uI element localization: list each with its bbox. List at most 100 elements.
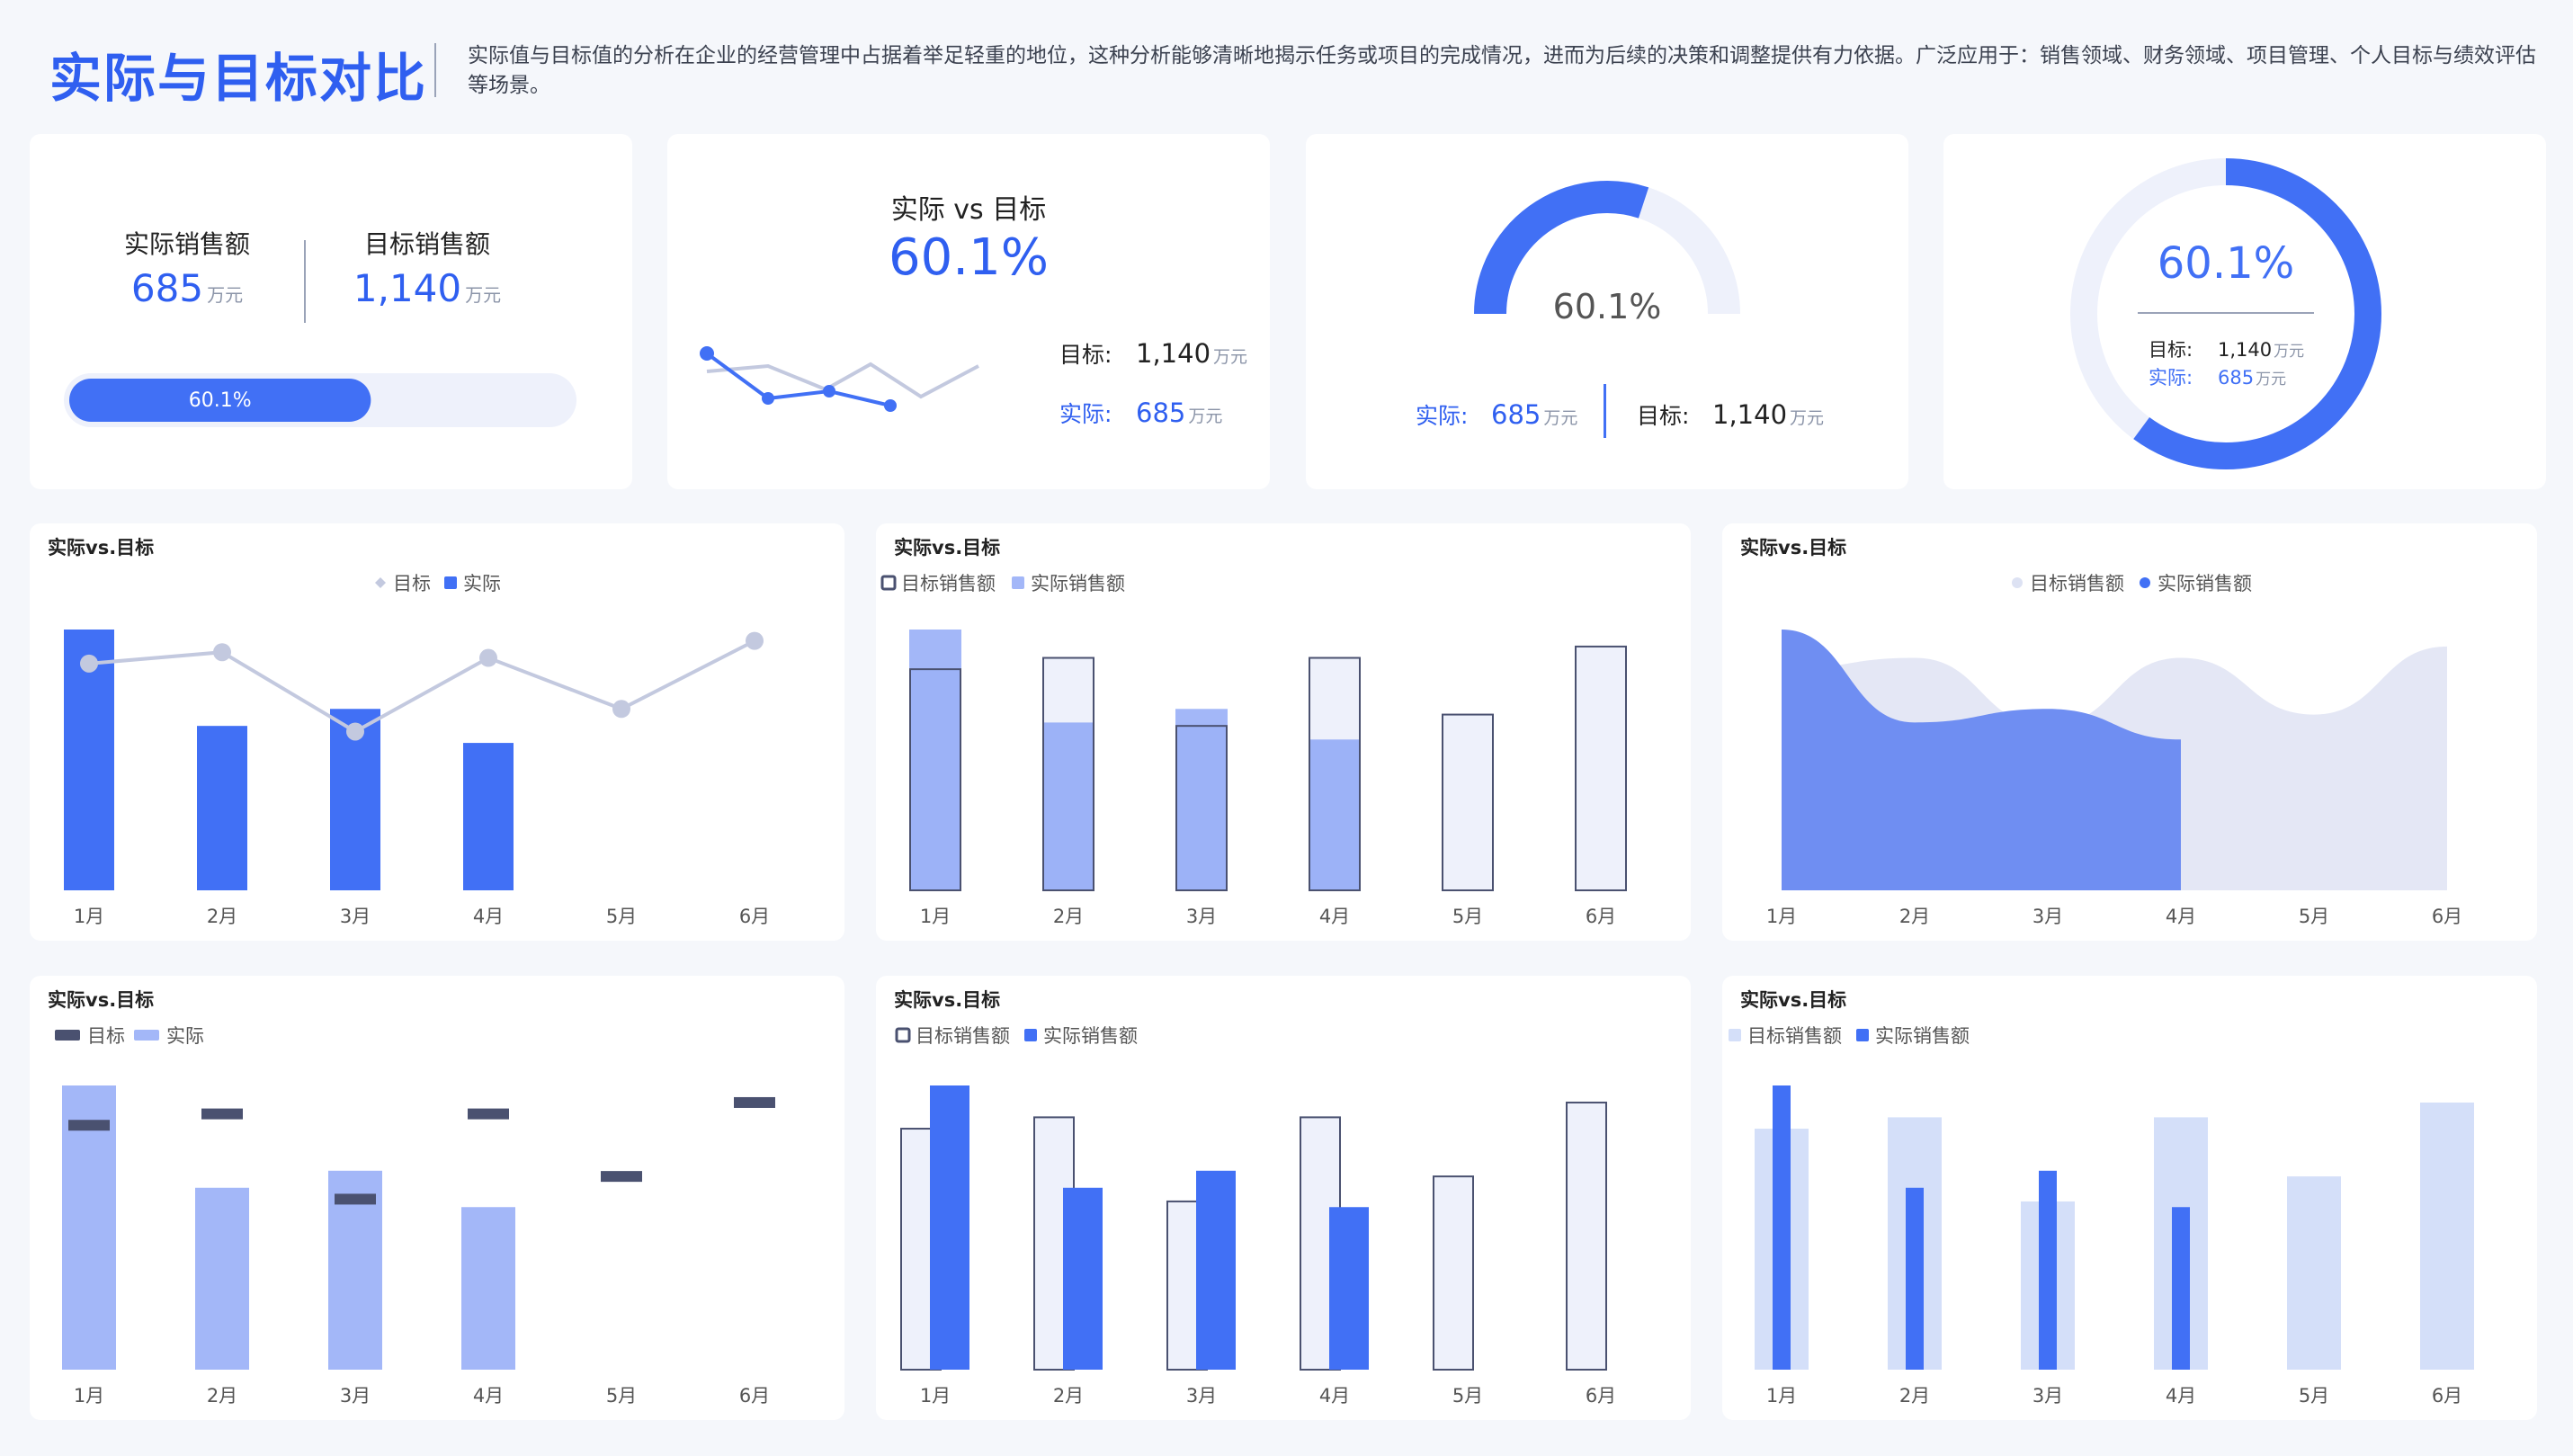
point-target	[213, 643, 231, 662]
legend-label: 实际销售额	[1875, 1025, 1970, 1047]
x-tick-label: 5月	[2299, 1385, 2329, 1407]
chart-card-grouped: 实际vs.目标 1月 2月 3月 4月 5月 6月 目标销售额 实际销售额	[876, 976, 1691, 1420]
bar-actual	[1310, 739, 1359, 889]
x-tick-label: 5月	[1452, 1385, 1483, 1407]
kpi4-target-unit: 万元	[2274, 343, 2304, 361]
legend-marker	[1729, 1029, 1741, 1041]
target-marker	[601, 1171, 642, 1183]
chart-title: 实际vs.目标	[48, 989, 154, 1011]
kpi2-actual-unit: 万元	[1188, 406, 1222, 426]
x-tick-label: 3月	[1186, 906, 1217, 927]
x-tick-label: 5月	[1452, 906, 1483, 927]
x-tick-label: 4月	[1319, 1385, 1350, 1407]
bar-actual	[197, 726, 247, 890]
x-tick-label: 1月	[1766, 906, 1797, 927]
kpi1-progress-fill	[69, 379, 371, 422]
x-tick-label: 4月	[1319, 906, 1350, 927]
kpi2-svg: 实际 vs 目标 60.1% 目标: 1,140 万元 实际: 685 万元	[700, 194, 1247, 428]
chart-grouped-bar: 实际vs.目标 1月 2月 3月 4月 5月 6月 目标销售额 实际销售额	[894, 989, 1616, 1407]
kpi2-actual-label: 实际:	[1059, 401, 1112, 427]
kpi2-target-unit: 万元	[1213, 347, 1247, 367]
bar-actual	[1906, 1187, 1924, 1370]
kpi1-actual-value: 685	[131, 266, 203, 310]
chart-card-overlay-bar: 实际vs.目标 1月 2月 3月 4月 5月 6月 目标销售额 实际销售额	[876, 523, 1691, 941]
target-marker	[68, 1120, 110, 1131]
x-tick-label: 1月	[74, 906, 104, 927]
chart-thin-bar: 实际vs.目标 1月 2月 3月 4月 5月 6月 目标销售额 实际销售额	[1729, 989, 2474, 1407]
x-tick-label: 3月	[1186, 1385, 1217, 1407]
kpi1-target-unit: 万元	[465, 284, 501, 306]
legend-label: 目标销售额	[901, 573, 996, 594]
x-tick-label: 2月	[1053, 906, 1084, 927]
chart-overlay-bar: 实际vs.目标 1月 2月 3月 4月 5月 6月 目标销售额 实际销售额	[880, 537, 1627, 927]
legend-marker	[134, 1030, 159, 1041]
kpi1-actual-label: 实际销售额	[124, 229, 250, 259]
bar-target	[1575, 645, 1627, 891]
kpi2-point	[823, 385, 835, 397]
bar-actual	[62, 1085, 116, 1370]
x-tick-label: 3月	[340, 1385, 371, 1407]
point-target	[346, 722, 364, 741]
x-tick-label: 6月	[1586, 906, 1616, 927]
kpi4-actual-unit: 万元	[2256, 371, 2286, 389]
bar-actual	[2172, 1207, 2190, 1370]
bar-actual	[1773, 1085, 1791, 1370]
point-target	[746, 631, 764, 650]
x-tick-label: 6月	[2432, 1385, 2462, 1407]
legend-label: 目标销售额	[2030, 573, 2124, 594]
point-target	[479, 648, 497, 667]
chart-title: 实际vs.目标	[1740, 989, 1846, 1011]
kpi1-actual-unit: 万元	[207, 284, 243, 306]
legend-label: 目标	[87, 1025, 125, 1047]
x-tick-label: 3月	[2032, 906, 2063, 927]
bar-actual	[463, 743, 514, 890]
x-tick-label: 5月	[2299, 906, 2329, 927]
chart-title: 实际vs.目标	[894, 537, 1000, 558]
kpi1-progress-label: 60.1%	[189, 389, 252, 412]
kpi-card-progress: 实际销售额 685 万元 目标销售额 1,140 万元 60.1%	[30, 134, 632, 489]
x-tick-label: 1月	[1766, 1385, 1797, 1407]
kpi3-percent: 60.1%	[1553, 287, 1662, 326]
kpi3-divider	[1604, 384, 1606, 438]
bar-actual	[64, 630, 114, 890]
x-tick-label: 4月	[473, 1385, 504, 1407]
bar-target	[1175, 725, 1228, 891]
kpi2-target-label: 目标:	[1059, 342, 1112, 368]
chart-title: 实际vs.目标	[1740, 537, 1846, 558]
legend-marker	[444, 576, 457, 589]
point-target	[612, 700, 630, 719]
legend-marker	[1024, 1029, 1037, 1041]
legend-label: 实际	[463, 573, 501, 594]
page-header: 实际与目标对比 实际值与目标值的分析在企业的经营管理中占据着举足轻重的地位，这种…	[0, 0, 2573, 126]
kpi4-target-value: 1,140	[2218, 339, 2272, 361]
bar-actual	[461, 1207, 515, 1370]
kpi2-title: 实际 vs 目标	[891, 194, 1046, 226]
legend-marker	[1012, 576, 1024, 589]
kpi2-target-value: 1,140	[1136, 338, 1211, 369]
kpi3-target-unit: 万元	[1790, 408, 1824, 428]
bar-target	[909, 668, 961, 891]
x-tick-label: 6月	[2432, 906, 2462, 927]
kpi4-actual-value-group: 685 万元	[2218, 367, 2286, 389]
legend-label: 目标销售额	[916, 1025, 1010, 1047]
kpi2-actual-value-group: 685 万元	[1136, 397, 1222, 428]
chart-card-bar-line: 实际vs.目标 1月 2月 3月 4月 5月 6月 目标 实际	[30, 523, 844, 941]
bar-target	[1566, 1101, 1607, 1371]
x-tick-label: 2月	[1899, 906, 1930, 927]
x-tick-label: 4月	[2166, 906, 2196, 927]
chart-title: 实际vs.目标	[894, 989, 1000, 1011]
x-tick-label: 4月	[473, 906, 504, 927]
kpi4-ring-fill	[2070, 158, 2381, 469]
line-target	[88, 639, 755, 734]
legend-marker	[2140, 577, 2150, 588]
x-tick-label: 1月	[74, 1385, 104, 1407]
bar-actual	[1196, 1170, 1236, 1370]
bar-target	[2420, 1102, 2474, 1370]
point-target	[80, 654, 98, 673]
target-marker	[468, 1108, 509, 1120]
x-tick-label: 2月	[1899, 1385, 1930, 1407]
kpi2-point	[700, 346, 714, 361]
kpi4-divider	[2138, 312, 2314, 314]
header-divider	[434, 43, 436, 97]
kpi3-gauge-fill	[1474, 181, 1649, 315]
